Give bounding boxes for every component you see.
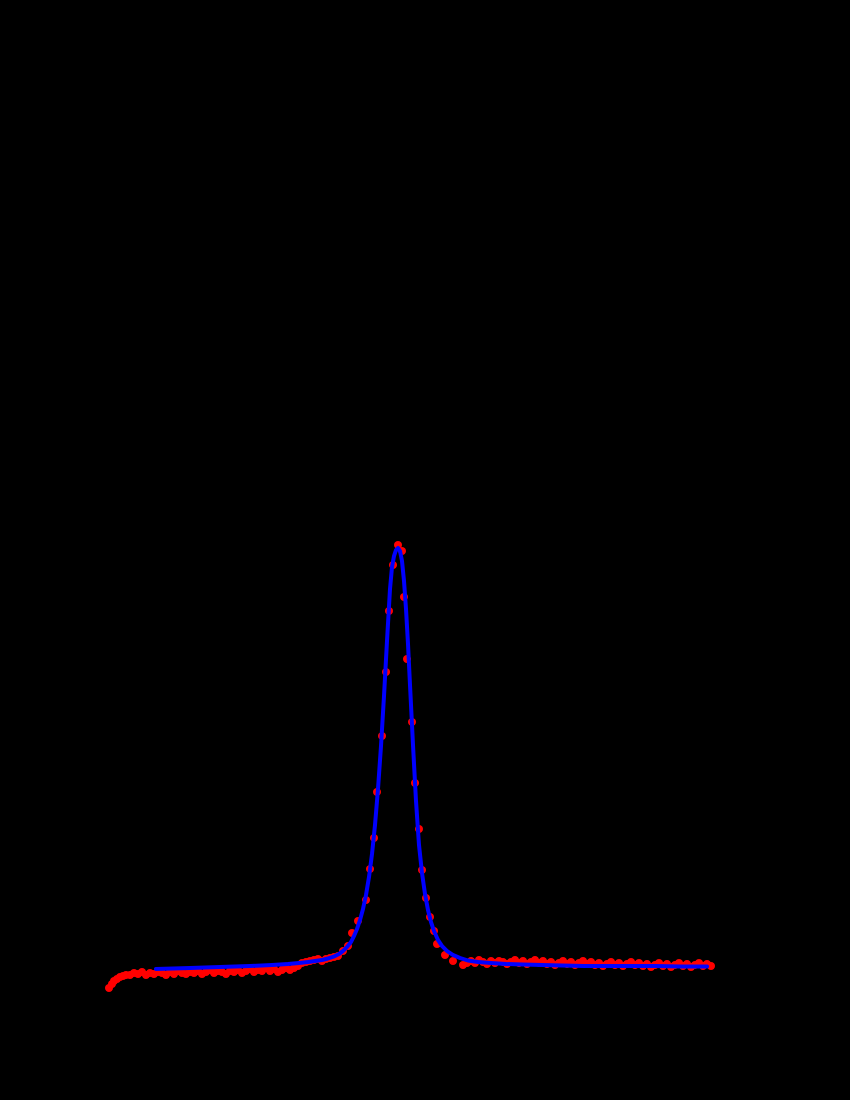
data-point <box>707 962 715 970</box>
data-point <box>394 541 402 549</box>
data-point <box>449 957 457 965</box>
fit-curve-series <box>154 546 709 971</box>
fit-line <box>154 546 709 971</box>
